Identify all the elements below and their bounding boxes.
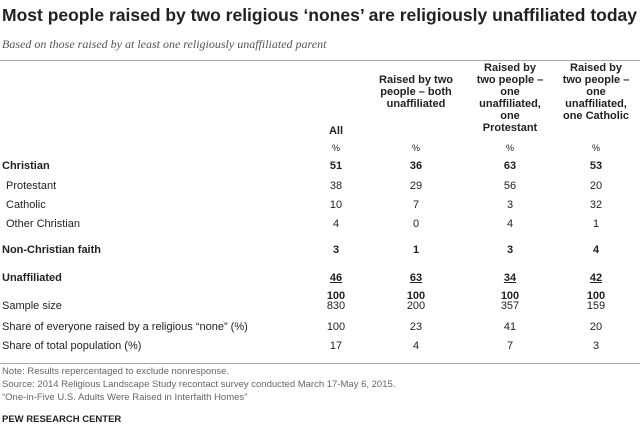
table-cell: 10 — [329, 199, 343, 211]
table-cell: 4 — [506, 218, 514, 230]
row-label-other-christian: Other Christian — [6, 218, 80, 230]
row-label-non-christian-faith: Non-Christian faith — [2, 244, 101, 256]
table-cell: 53 — [589, 160, 603, 172]
table-cell: 0 — [412, 218, 420, 230]
table-cell: 17 — [329, 340, 343, 352]
row-label-sample-size: Sample size — [2, 300, 62, 312]
table-cell: 63 — [503, 160, 517, 172]
table-cell: 32 — [589, 199, 603, 211]
table-cell-value: 46 — [329, 272, 343, 284]
unit-unaffiliated-catholic: % — [591, 143, 600, 153]
table-cell: 4 — [332, 218, 340, 230]
table-cell: 20 — [589, 180, 603, 192]
unit-all: % — [331, 143, 340, 153]
table-cell: 34 — [480, 272, 540, 284]
table-cell: 200 — [406, 300, 426, 312]
table-cell: 38 — [329, 180, 343, 192]
table-cell-value: 63 — [409, 272, 423, 284]
table-cell: 3 — [506, 199, 514, 211]
table-cell: 4 — [592, 244, 600, 256]
table-cell: 41 — [503, 321, 517, 333]
total-cell: 100 — [586, 290, 606, 302]
row-label-share-total-population: Share of total population (%) — [2, 340, 142, 352]
table-cell: 100 — [326, 321, 346, 333]
column-header-both-unaffiliated: Raised by two people – both unaffiliated — [379, 74, 453, 110]
table-cell: 20 — [589, 321, 603, 333]
column-header-unaffiliated-protestant: Raised by two people – one unaffiliated,… — [476, 62, 544, 134]
table-cell: 1 — [592, 218, 600, 230]
chart-title: Most people raised by two religious ‘non… — [2, 5, 637, 25]
table-cell: 29 — [409, 180, 423, 192]
column-header-all: All — [328, 125, 344, 137]
table-cell: 46 — [306, 272, 366, 284]
table-cell: 63 — [386, 272, 446, 284]
table-cell: 51 — [329, 160, 343, 172]
table-cell: 1 — [412, 244, 420, 256]
table-cell: 7 — [506, 340, 514, 352]
source-text: Source: 2014 Religious Landscape Study r… — [2, 379, 396, 390]
table-cell: 56 — [503, 180, 517, 192]
total-cell: 100 — [500, 290, 520, 302]
row-label-christian: Christian — [2, 160, 50, 172]
table-cell-value: 34 — [503, 272, 517, 284]
table-cell: 357 — [500, 300, 520, 312]
chart-subtitle: Based on those raised by at least one re… — [2, 37, 327, 51]
table-cell: 4 — [412, 340, 420, 352]
column-header-unaffiliated-catholic: Raised by two people – one unaffiliated,… — [562, 62, 630, 122]
table-cell: 42 — [566, 272, 626, 284]
table-cell: 3 — [332, 244, 340, 256]
row-label-protestant: Protestant — [6, 180, 57, 192]
table-cell: 7 — [412, 199, 420, 211]
table-cell: 3 — [592, 340, 600, 352]
table-cell: 23 — [409, 321, 423, 333]
pew-logo-text: PEW RESEARCH CENTER — [2, 414, 122, 425]
table-cell-value: 42 — [589, 272, 603, 284]
table-cell: 36 — [409, 160, 423, 172]
table-cell: 3 — [506, 244, 514, 256]
unit-unaffiliated-protestant: % — [505, 143, 514, 153]
total-cell: 100 — [326, 290, 346, 302]
row-label-share-raised-none: Share of everyone raised by a religious … — [2, 321, 248, 333]
row-label-catholic: Catholic — [6, 199, 46, 211]
note-text: Note: Results repercentaged to exclude n… — [2, 366, 230, 377]
unit-both-unaffiliated: % — [411, 143, 420, 153]
top-divider — [0, 60, 640, 61]
report-title-text: “One-in-Five U.S. Adults Were Raised in … — [2, 392, 248, 403]
table-cell: 159 — [586, 300, 606, 312]
bottom-divider — [0, 363, 640, 364]
total-cell: 100 — [406, 290, 426, 302]
row-label-unaffiliated: Unaffiliated — [2, 272, 62, 284]
table-cell: 830 — [326, 300, 346, 312]
